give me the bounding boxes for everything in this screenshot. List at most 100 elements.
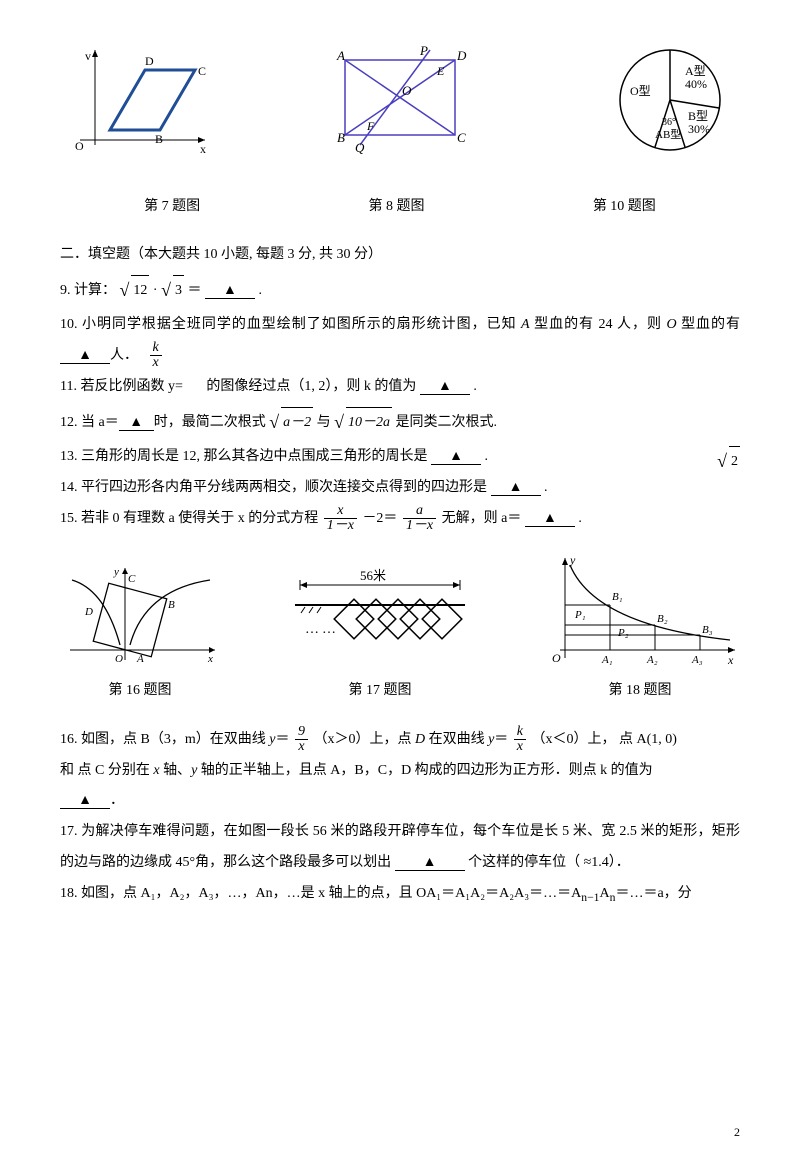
label-P: P xyxy=(419,43,428,58)
l18-B1: B₁ xyxy=(612,591,623,603)
label-B: B xyxy=(337,130,345,145)
pie-b-label: B型 xyxy=(688,109,708,123)
q15-c: 无解，则 a＝ xyxy=(442,511,522,526)
question-14: 14. 平行四边形各内角平分线两两相交，顺次连接交点得到的四边形是 ▲ . xyxy=(60,473,740,504)
q11-a: 11. 若反比例函数 y= xyxy=(60,379,183,394)
q16-frac2: kx xyxy=(514,725,526,754)
q10-d: 人． xyxy=(110,348,138,363)
figure-7-svg: O v x B C D xyxy=(60,40,210,160)
question-17: 17. 为解决停车难得问题，在如图一段长 56 米的路段开辟停车位，每个车位是长… xyxy=(60,817,740,879)
answer-blank[interactable]: ▲ xyxy=(395,856,465,871)
q18-b: A xyxy=(600,886,610,901)
question-16-blank: ▲． xyxy=(60,786,740,817)
question-12: 12. 当 a＝▲时，最简二次根式 √a－2 与 √10－2a 是同类二次根式. xyxy=(60,403,740,443)
answer-blank[interactable]: ▲ xyxy=(60,349,110,364)
caption-10: 第 10 题图 xyxy=(593,195,656,215)
l18-P2: P₂ xyxy=(617,627,629,639)
question-16-cont: 和 点 C 分别在 x 轴、y 轴的正半轴上，且点 A，B，C，D 构成的四边形… xyxy=(60,756,740,787)
label-C: C xyxy=(457,130,466,145)
figure-8-svg: A B C D P E F Q O xyxy=(325,40,485,160)
l18-B3: B₃ xyxy=(702,624,713,636)
q9-op: · xyxy=(153,283,158,298)
label-Q: Q xyxy=(355,140,365,155)
blood-pie-chart: A型 40% O型 36° AB型 B型 30% xyxy=(600,40,740,160)
q13-a: 13. 三角形的周长是 12, 那么其各边中点围成三角形的周长是 xyxy=(60,449,428,464)
q16-frac1: 9x xyxy=(295,725,308,754)
l-O: O xyxy=(115,653,123,665)
q16-e: 和 点 C 分别在 xyxy=(60,763,153,778)
radical-icon: √ xyxy=(269,412,279,432)
l18-x: x xyxy=(727,653,734,667)
question-16: 16. 如图，点 B（3，m）在双曲线 y＝ 9x （x＞0）上，点 D 在双曲… xyxy=(60,725,740,756)
q16-suffix: ． xyxy=(110,793,124,808)
q10-c: 型血的有 xyxy=(677,317,740,332)
section-heading: 二．填空题（本大题共 10 小题, 每题 3 分, 共 30 分） xyxy=(60,240,740,271)
q11-suffix: . xyxy=(473,379,477,394)
q16-c: 在双曲线 xyxy=(425,732,488,747)
label-F: F xyxy=(366,119,375,133)
answer-blank[interactable]: ▲ xyxy=(119,416,154,431)
q15-b: －2＝ xyxy=(362,511,397,526)
q9-prefix: 9. 计算： xyxy=(60,283,116,298)
q13-suffix: . xyxy=(485,449,489,464)
pie-a-pct: 40% xyxy=(685,77,707,91)
caption-17: 第 17 题图 xyxy=(285,679,475,699)
page-number: 2 xyxy=(734,1125,740,1140)
caption-18: 第 18 题图 xyxy=(540,679,740,699)
label-C: C xyxy=(198,64,206,78)
q16-eq1: ＝ xyxy=(275,732,289,747)
figure-row-top: O v x B C D A B C D P E F Q xyxy=(60,40,740,165)
q16-f: 轴、 xyxy=(160,763,192,778)
l18-A1: A₁ xyxy=(601,654,613,666)
l-y: y xyxy=(113,566,119,578)
figure-8: A B C D P E F Q O xyxy=(325,40,485,165)
figure-row-mid: O A B C D x y 第 16 题图 56米 xyxy=(60,550,740,699)
q17-b: 个这样的停车位（ ≈1.4）． xyxy=(468,855,630,870)
pie-b-pct: 30% xyxy=(688,122,710,136)
figure-18: O x y A₁ A₂ A₃ B₁ B₂ B₃ P₁ P₂ 第 18 题图 xyxy=(540,550,740,699)
answer-blank[interactable]: ▲ xyxy=(525,512,575,527)
q12-d: 是同类二次根式. xyxy=(396,415,498,430)
fig17-label: 56米 xyxy=(360,568,386,583)
question-11: 11. 若反比例函数 y= 的图像经过点（1, 2），则 k 的值为 ▲ . xyxy=(60,372,740,403)
l18-O: O xyxy=(552,651,561,665)
figure-17: 56米 …… 第 17 题图 xyxy=(285,560,475,699)
answer-blank[interactable]: ▲ xyxy=(60,794,110,809)
l18-P1: P₁ xyxy=(574,609,586,621)
question-15: 15. 若非 0 有理数 a 使得关于 x 的分式方程 x1－x －2＝ a1－… xyxy=(60,504,740,535)
figure-16-svg: O A B C D x y xyxy=(60,560,220,670)
label-v: v xyxy=(85,49,91,63)
q18-a: 18. 如图，点 A₁，A₂，A₃，…，An，…是 x 轴上的点，且 OA₁＝A… xyxy=(60,886,581,901)
pie-ab-angle: 36° xyxy=(662,117,676,128)
caption-row-top: 第 7 题图 第 8 题图 第 10 题图 xyxy=(60,195,740,215)
figure-18-svg: O x y A₁ A₂ A₃ B₁ B₂ B₃ P₁ P₂ xyxy=(540,550,740,670)
radical-icon: √ xyxy=(120,280,130,300)
l18-B2: B₂ xyxy=(657,613,668,625)
q15-a: 15. 若非 0 有理数 a 使得关于 x 的分式方程 xyxy=(60,511,322,526)
q10-b: 型血的有 24 人，则 xyxy=(530,317,667,332)
answer-blank[interactable]: ▲ xyxy=(205,284,255,299)
radical-icon: √ xyxy=(717,451,727,471)
caption-7: 第 7 题图 xyxy=(144,195,200,215)
label-B: B xyxy=(155,132,163,146)
answer-blank[interactable]: ▲ xyxy=(491,481,541,496)
l-B: B xyxy=(168,599,175,611)
l-C: C xyxy=(128,573,136,585)
q15-frac1: x1－x xyxy=(324,504,357,533)
question-18: 18. 如图，点 A₁，A₂，A₃，…，An，…是 x 轴上的点，且 OA₁＝A… xyxy=(60,879,740,910)
label-D: D xyxy=(456,48,467,63)
l-x: x xyxy=(207,653,213,665)
q11-b: 的图像经过点（1, 2），则 k 的值为 xyxy=(206,379,416,394)
pie-a-label: A型 xyxy=(685,64,706,78)
pie-o-label: O型 xyxy=(630,84,651,98)
l-A: A xyxy=(136,653,144,665)
q12-rad-b: 10－2a xyxy=(346,407,392,439)
q10-a: 10. 小明同学根据全班同学的血型绘制了如图所示的扇形统计图，已知 xyxy=(60,317,521,332)
answer-blank[interactable]: ▲ xyxy=(420,380,470,395)
q15-suffix: . xyxy=(578,511,582,526)
figure-10: A型 40% O型 36° AB型 B型 30% xyxy=(600,40,740,165)
q10-italic-a: A xyxy=(521,317,530,332)
q12-a: 12. 当 a＝ xyxy=(60,415,119,430)
label-D: D xyxy=(145,54,154,68)
answer-blank[interactable]: ▲ xyxy=(431,450,481,465)
